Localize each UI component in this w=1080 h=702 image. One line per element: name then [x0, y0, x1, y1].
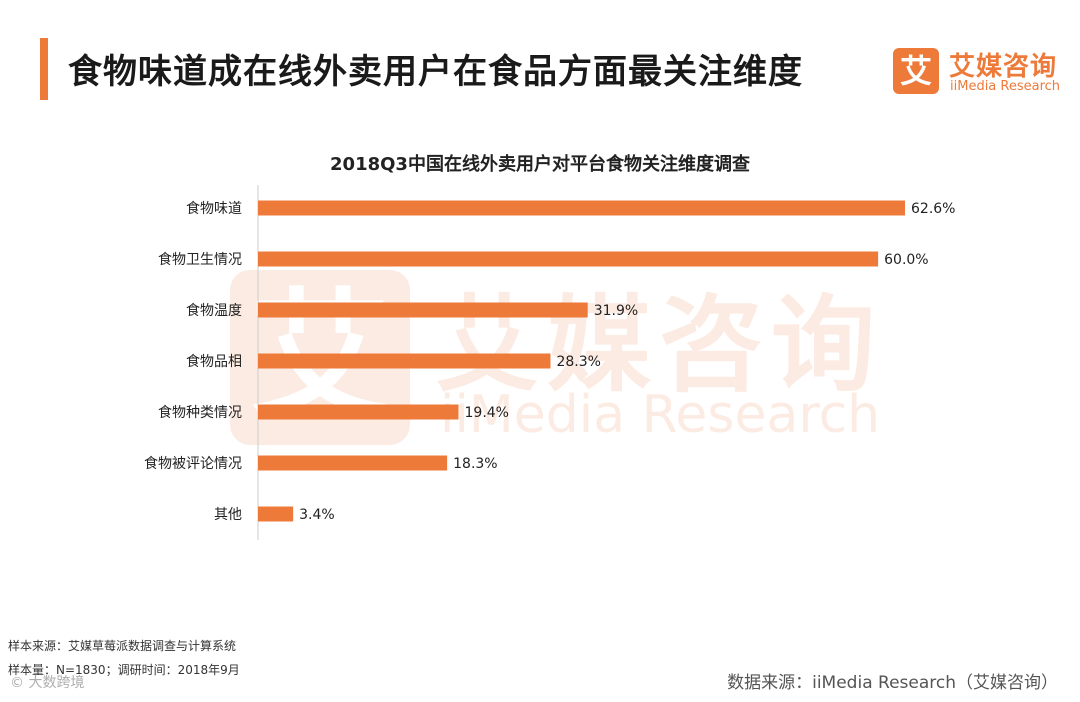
bar: [258, 251, 879, 267]
value-label: 18.3%: [453, 456, 497, 472]
bar: [258, 200, 905, 216]
category-label: 食物温度: [186, 302, 242, 319]
chart-title: 2018Q3中国在线外卖用户对平台食物关注维度调查: [330, 154, 750, 175]
logo-mark: 艾: [893, 48, 939, 94]
title-accent-bar: [40, 38, 48, 100]
category-label: 食物被评论情况: [144, 455, 242, 472]
value-label: 31.9%: [594, 303, 638, 319]
value-label: 19.4%: [465, 405, 509, 421]
category-label: 食物卫生情况: [158, 251, 242, 268]
logo-name-en: iiMedia Research: [950, 79, 1061, 94]
bar: [258, 506, 294, 522]
page-title: 食物味道成在线外卖用户在食品方面最关注维度: [68, 52, 803, 92]
value-label: 60.0%: [884, 252, 928, 268]
value-label: 28.3%: [556, 354, 600, 370]
category-label: 食物味道: [186, 200, 242, 217]
corner-watermark: © 大数跨境: [10, 675, 85, 691]
value-label: 62.6%: [911, 201, 955, 217]
category-label: 食物品相: [186, 353, 242, 370]
bar: [258, 455, 448, 471]
value-label: 3.4%: [299, 507, 335, 523]
logo-name-cn: 艾媒咨询: [949, 52, 1058, 82]
bar: [258, 404, 459, 420]
bar: [258, 302, 588, 318]
sample-info: 样本量：N=1830；调研时间：2018年9月: [8, 663, 240, 677]
sample-source: 样本来源：艾媒草莓派数据调查与计算系统: [8, 639, 237, 653]
category-label: 食物种类情况: [158, 404, 242, 421]
data-source: 数据来源：iiMedia Research（艾媒咨询）: [727, 673, 1058, 693]
bar: [258, 353, 551, 369]
category-label: 其他: [214, 507, 242, 523]
iimedia-logo: 艾 艾媒咨询 iiMedia Research: [893, 46, 1068, 98]
